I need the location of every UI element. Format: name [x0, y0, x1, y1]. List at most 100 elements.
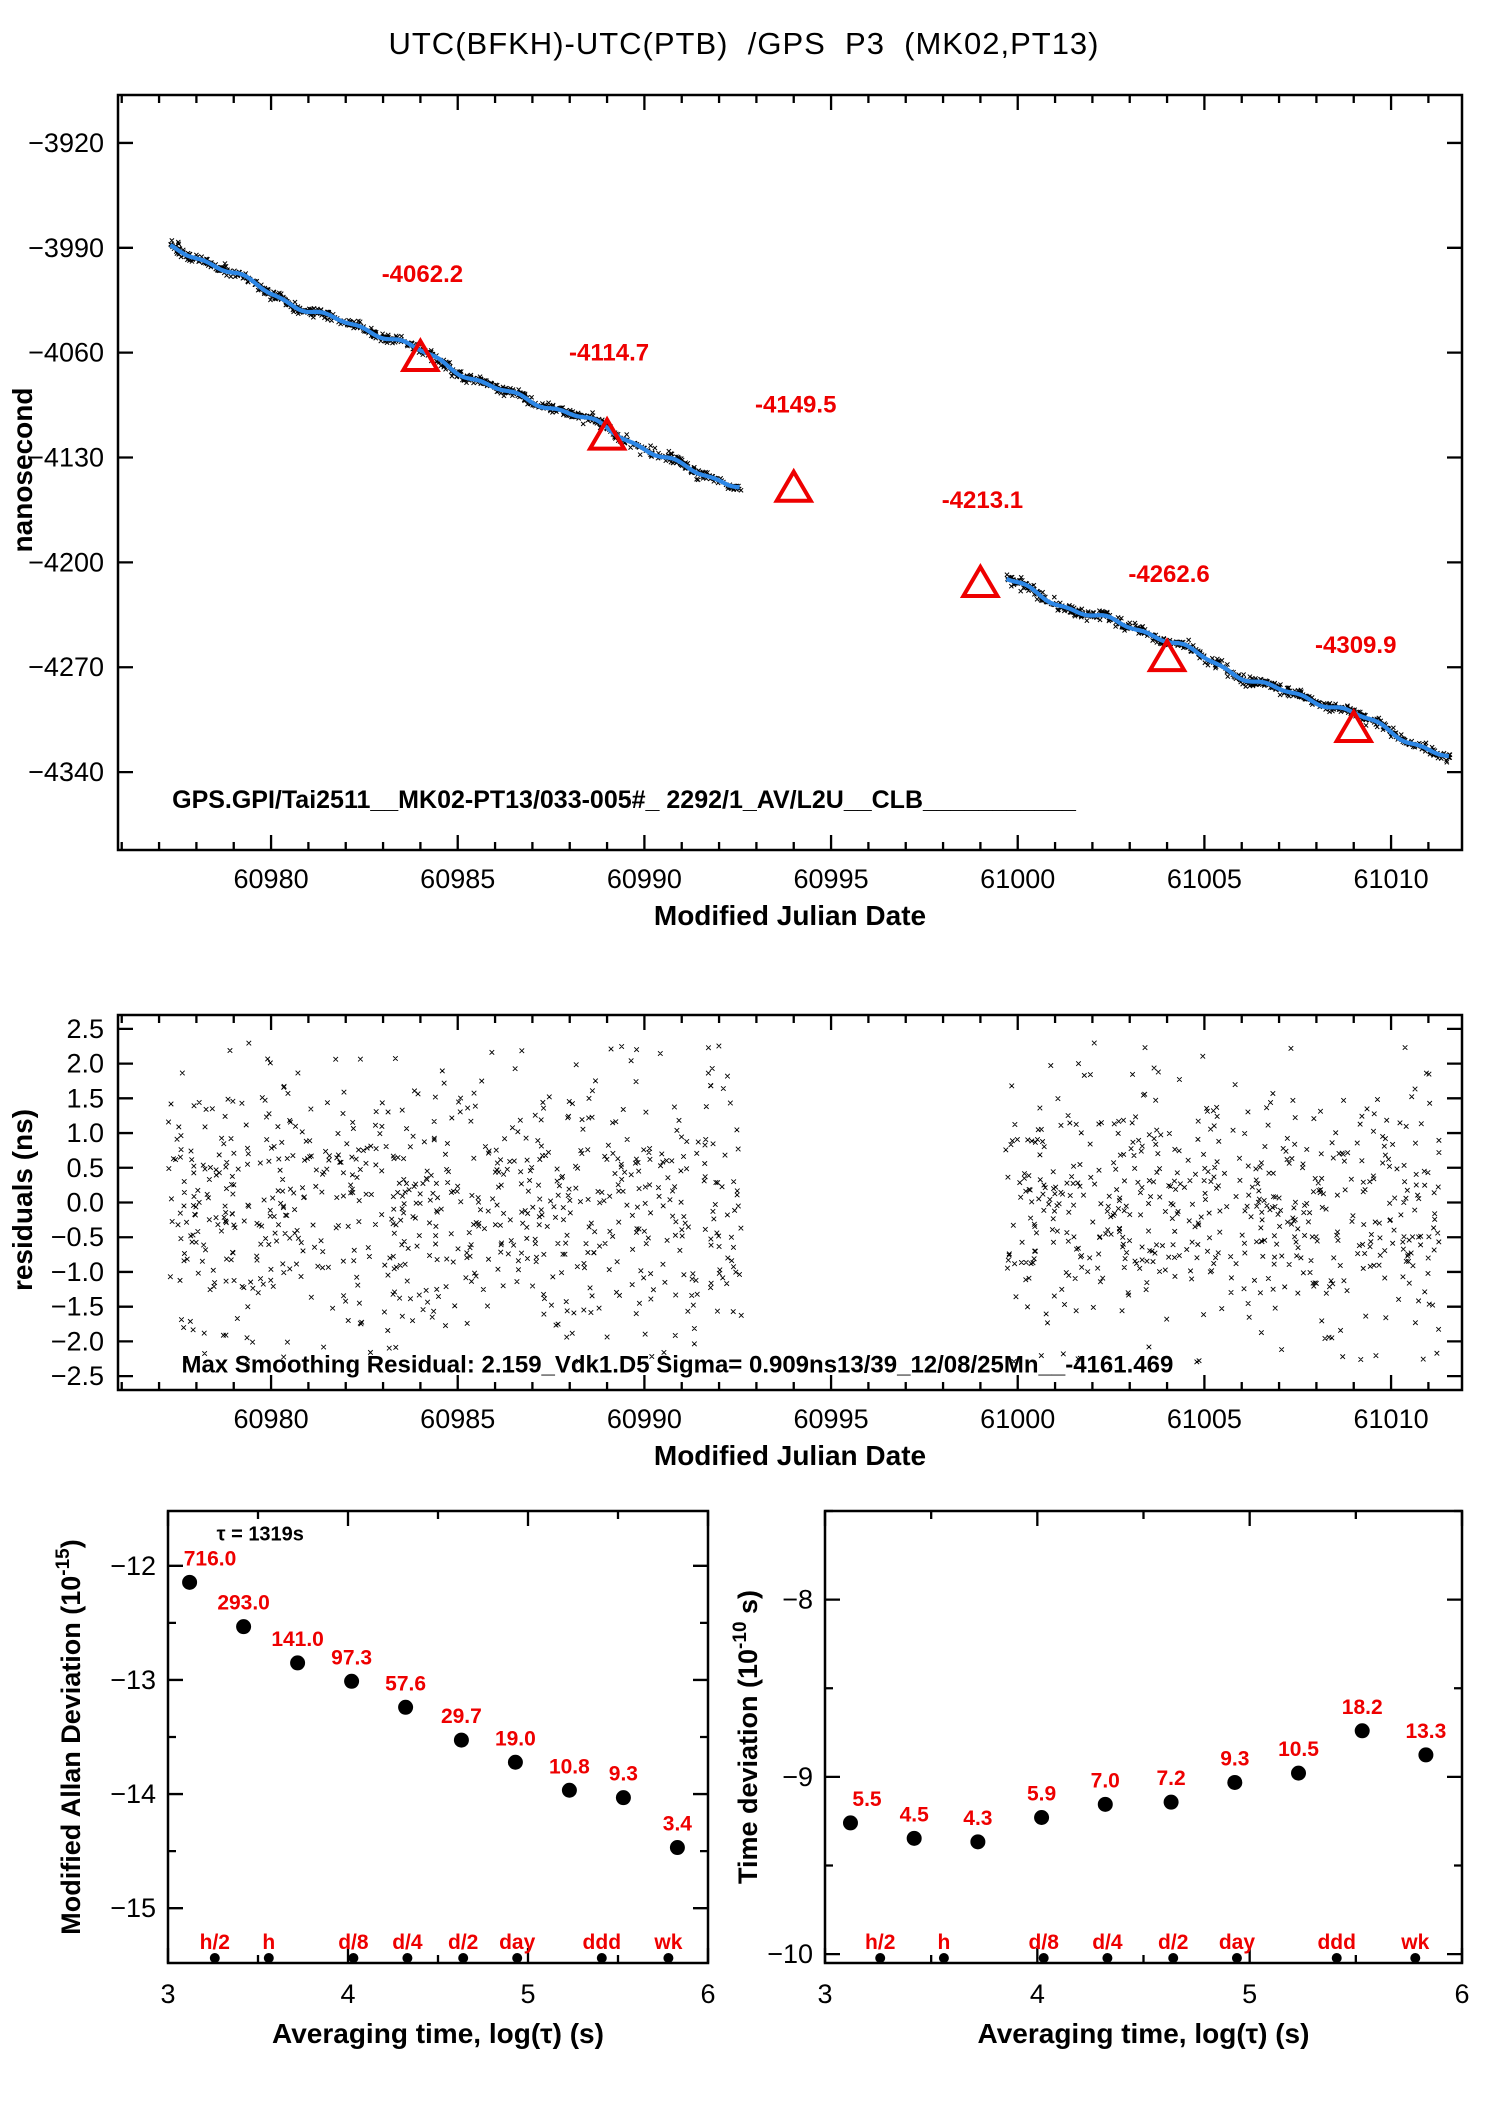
deviation-value-label: 9.3 — [609, 1763, 638, 1786]
smoothing-annotation: Max Smoothing Residual: 2.159_Vdk1.D5 Si… — [181, 1352, 1173, 1379]
deviation-value-label: 18.2 — [1342, 1696, 1383, 1719]
residual-scatter-cluster-1 — [165, 1040, 744, 1365]
panel-tdev-frame — [823, 1509, 1464, 1965]
panel-phase: 60980 60985 60990 60995 61000 61005 61010 −3920… — [7, 93, 1464, 931]
y-tick-label: 1.0 — [66, 1118, 104, 1148]
tau-interval-dot — [663, 1953, 674, 1963]
y-tick-label: −14 — [110, 1779, 156, 1809]
calibration-value-label: -4309.9 — [1315, 632, 1396, 659]
deviation-data-point — [669, 1840, 685, 1856]
tau-interval-label: day — [1219, 1931, 1256, 1954]
y-tick-label: −4200 — [28, 547, 104, 577]
y-axis-title: nanosecond — [7, 388, 38, 553]
tau-interval-dot — [402, 1953, 413, 1963]
y-tick-label: −2.5 — [51, 1361, 104, 1391]
tau-interval-label: d/8 — [338, 1931, 369, 1954]
calibration-triangle-marker — [586, 415, 628, 451]
x-tick-label: 4 — [1030, 1979, 1045, 2009]
panel-tdev: 3 4 5 6 −8 −9 −10 Averaging time, log(τ) (s) Tim… — [730, 1509, 1470, 2049]
y-tick-label: 0.0 — [66, 1188, 104, 1218]
deviation-value-label: 29.7 — [441, 1705, 482, 1728]
tau-interval-label: h — [937, 1931, 950, 1954]
tau-interval-label: ddd — [1317, 1931, 1355, 1954]
deviation-value-label: 4.3 — [963, 1807, 992, 1830]
y-tick-label: 0.5 — [66, 1153, 104, 1183]
deviation-data-point — [1227, 1774, 1243, 1790]
x-tick-label: 6 — [1454, 1979, 1469, 2009]
deviation-data-point — [1354, 1723, 1370, 1739]
x-tick-label: 5 — [1242, 1979, 1257, 2009]
x-tick-label: 60985 — [420, 864, 495, 894]
tau-interval-dot — [209, 1953, 220, 1963]
y-axis-title: Modified Allan Deviation (10-15) — [53, 1539, 86, 1935]
tau-interval-dot — [348, 1953, 359, 1963]
deviation-data-point — [615, 1790, 631, 1806]
tau-interval-label: h/2 — [865, 1931, 895, 1954]
panel-residuals: 60980 60985 60990 60995 61000 61005 61010 2.5 2.… — [7, 1013, 1464, 1471]
panel-phase-frame — [116, 93, 1464, 852]
tau-interval-dot — [1102, 1953, 1113, 1963]
deviation-data-point — [1097, 1796, 1113, 1812]
deviation-value-label: 97.3 — [331, 1646, 372, 1669]
y-tick-label: −4060 — [28, 338, 104, 368]
calibration-triangle-marker — [1333, 708, 1375, 744]
deviation-data-point — [398, 1699, 414, 1715]
x-tick-label: 60980 — [234, 1404, 309, 1434]
x-tick-label: 61010 — [1354, 1404, 1429, 1434]
deviation-value-label: 9.3 — [1220, 1747, 1249, 1770]
calibration-value-label: -4262.6 — [1128, 561, 1209, 588]
deviation-data-point — [842, 1815, 858, 1831]
deviation-value-label: 293.0 — [217, 1592, 270, 1615]
tau-interval-label: day — [499, 1931, 536, 1954]
tau-interval-label: wk — [653, 1931, 682, 1954]
deviation-data-point — [1291, 1765, 1307, 1781]
y-tick-label: −4270 — [28, 652, 104, 682]
calibration-triangle-marker — [773, 467, 815, 503]
y-tick-label: −4340 — [28, 757, 104, 787]
tau-interval-dot — [1168, 1953, 1179, 1963]
x-tick-label: 60980 — [234, 864, 309, 894]
x-tick-label: 61005 — [1167, 1404, 1242, 1434]
y-tick-label: −10 — [767, 1939, 813, 1969]
tau-interval-dot — [1231, 1953, 1242, 1963]
tau-interval-dot — [1331, 1953, 1342, 1963]
axis-ticks — [118, 1015, 1462, 1390]
deviation-value-label: 7.2 — [1157, 1767, 1186, 1790]
calibration-triangle-marker — [959, 563, 1001, 599]
x-tick-label: 60995 — [794, 864, 869, 894]
y-tick-label: −2.0 — [51, 1326, 104, 1356]
deviation-value-label: 141.0 — [271, 1628, 324, 1651]
deviation-data-point — [290, 1655, 306, 1671]
x-axis-title: Modified Julian Date — [654, 1440, 926, 1471]
x-tick-label: 4 — [340, 1979, 355, 2009]
y-tick-label: −3920 — [28, 128, 104, 158]
x-tick-label: 60990 — [607, 864, 682, 894]
deviation-value-label: 5.5 — [852, 1788, 882, 1811]
dataset-annotation: GPS.GPI/Tai2511__MK02-PT13/033-005#_ 229… — [172, 786, 1077, 814]
deviation-data-point — [1418, 1747, 1434, 1763]
deviation-data-point — [182, 1574, 198, 1590]
deviation-data-point — [344, 1673, 360, 1689]
y-tick-label: −12 — [110, 1551, 156, 1581]
tau-interval-dot — [263, 1953, 274, 1963]
tau-interval-label: d/4 — [392, 1931, 423, 1954]
x-tick-label: 61010 — [1354, 864, 1429, 894]
y-tick-label: −13 — [110, 1665, 156, 1695]
axis-ticks — [118, 95, 1462, 850]
calibration-triangle-marker — [1146, 637, 1188, 673]
calibration-value-label: -4213.1 — [942, 487, 1023, 514]
tau-interval-dot — [512, 1953, 523, 1963]
deviation-value-label: 10.8 — [549, 1755, 590, 1778]
x-axis-title: Averaging time, log(τ) (s) — [978, 2018, 1310, 2049]
deviation-data-point — [561, 1782, 577, 1798]
y-tick-label: −15 — [110, 1893, 156, 1923]
axis-ticks — [823, 1509, 1464, 1963]
deviation-value-label: 716.0 — [184, 1547, 237, 1570]
tau-interval-label: ddd — [583, 1931, 621, 1954]
calibration-value-label: -4062.2 — [382, 261, 463, 288]
tau-interval-dot — [1410, 1953, 1421, 1963]
deviation-value-label: 5.9 — [1027, 1783, 1056, 1806]
x-tick-label: 5 — [520, 1979, 535, 2009]
x-tick-label: 60995 — [794, 1404, 869, 1434]
x-tick-label: 60985 — [420, 1404, 495, 1434]
